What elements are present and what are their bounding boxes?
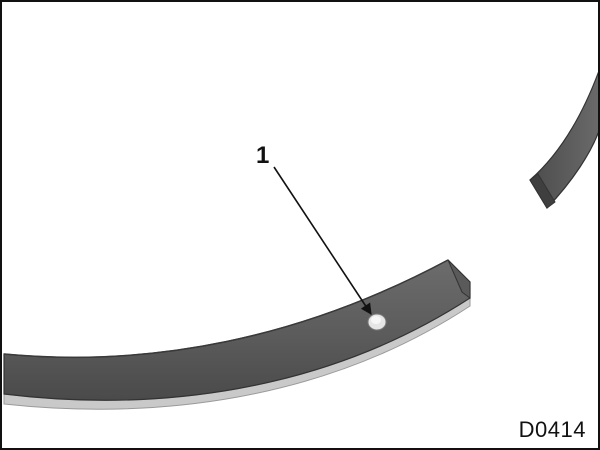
ring-segment-small <box>529 71 598 209</box>
leader-line-arrow <box>273 166 372 315</box>
hole-marker <box>367 313 387 331</box>
figure-code: D0414 <box>518 417 586 442</box>
callout-label: 1 <box>256 142 270 169</box>
ring-segment-large <box>3 259 471 410</box>
